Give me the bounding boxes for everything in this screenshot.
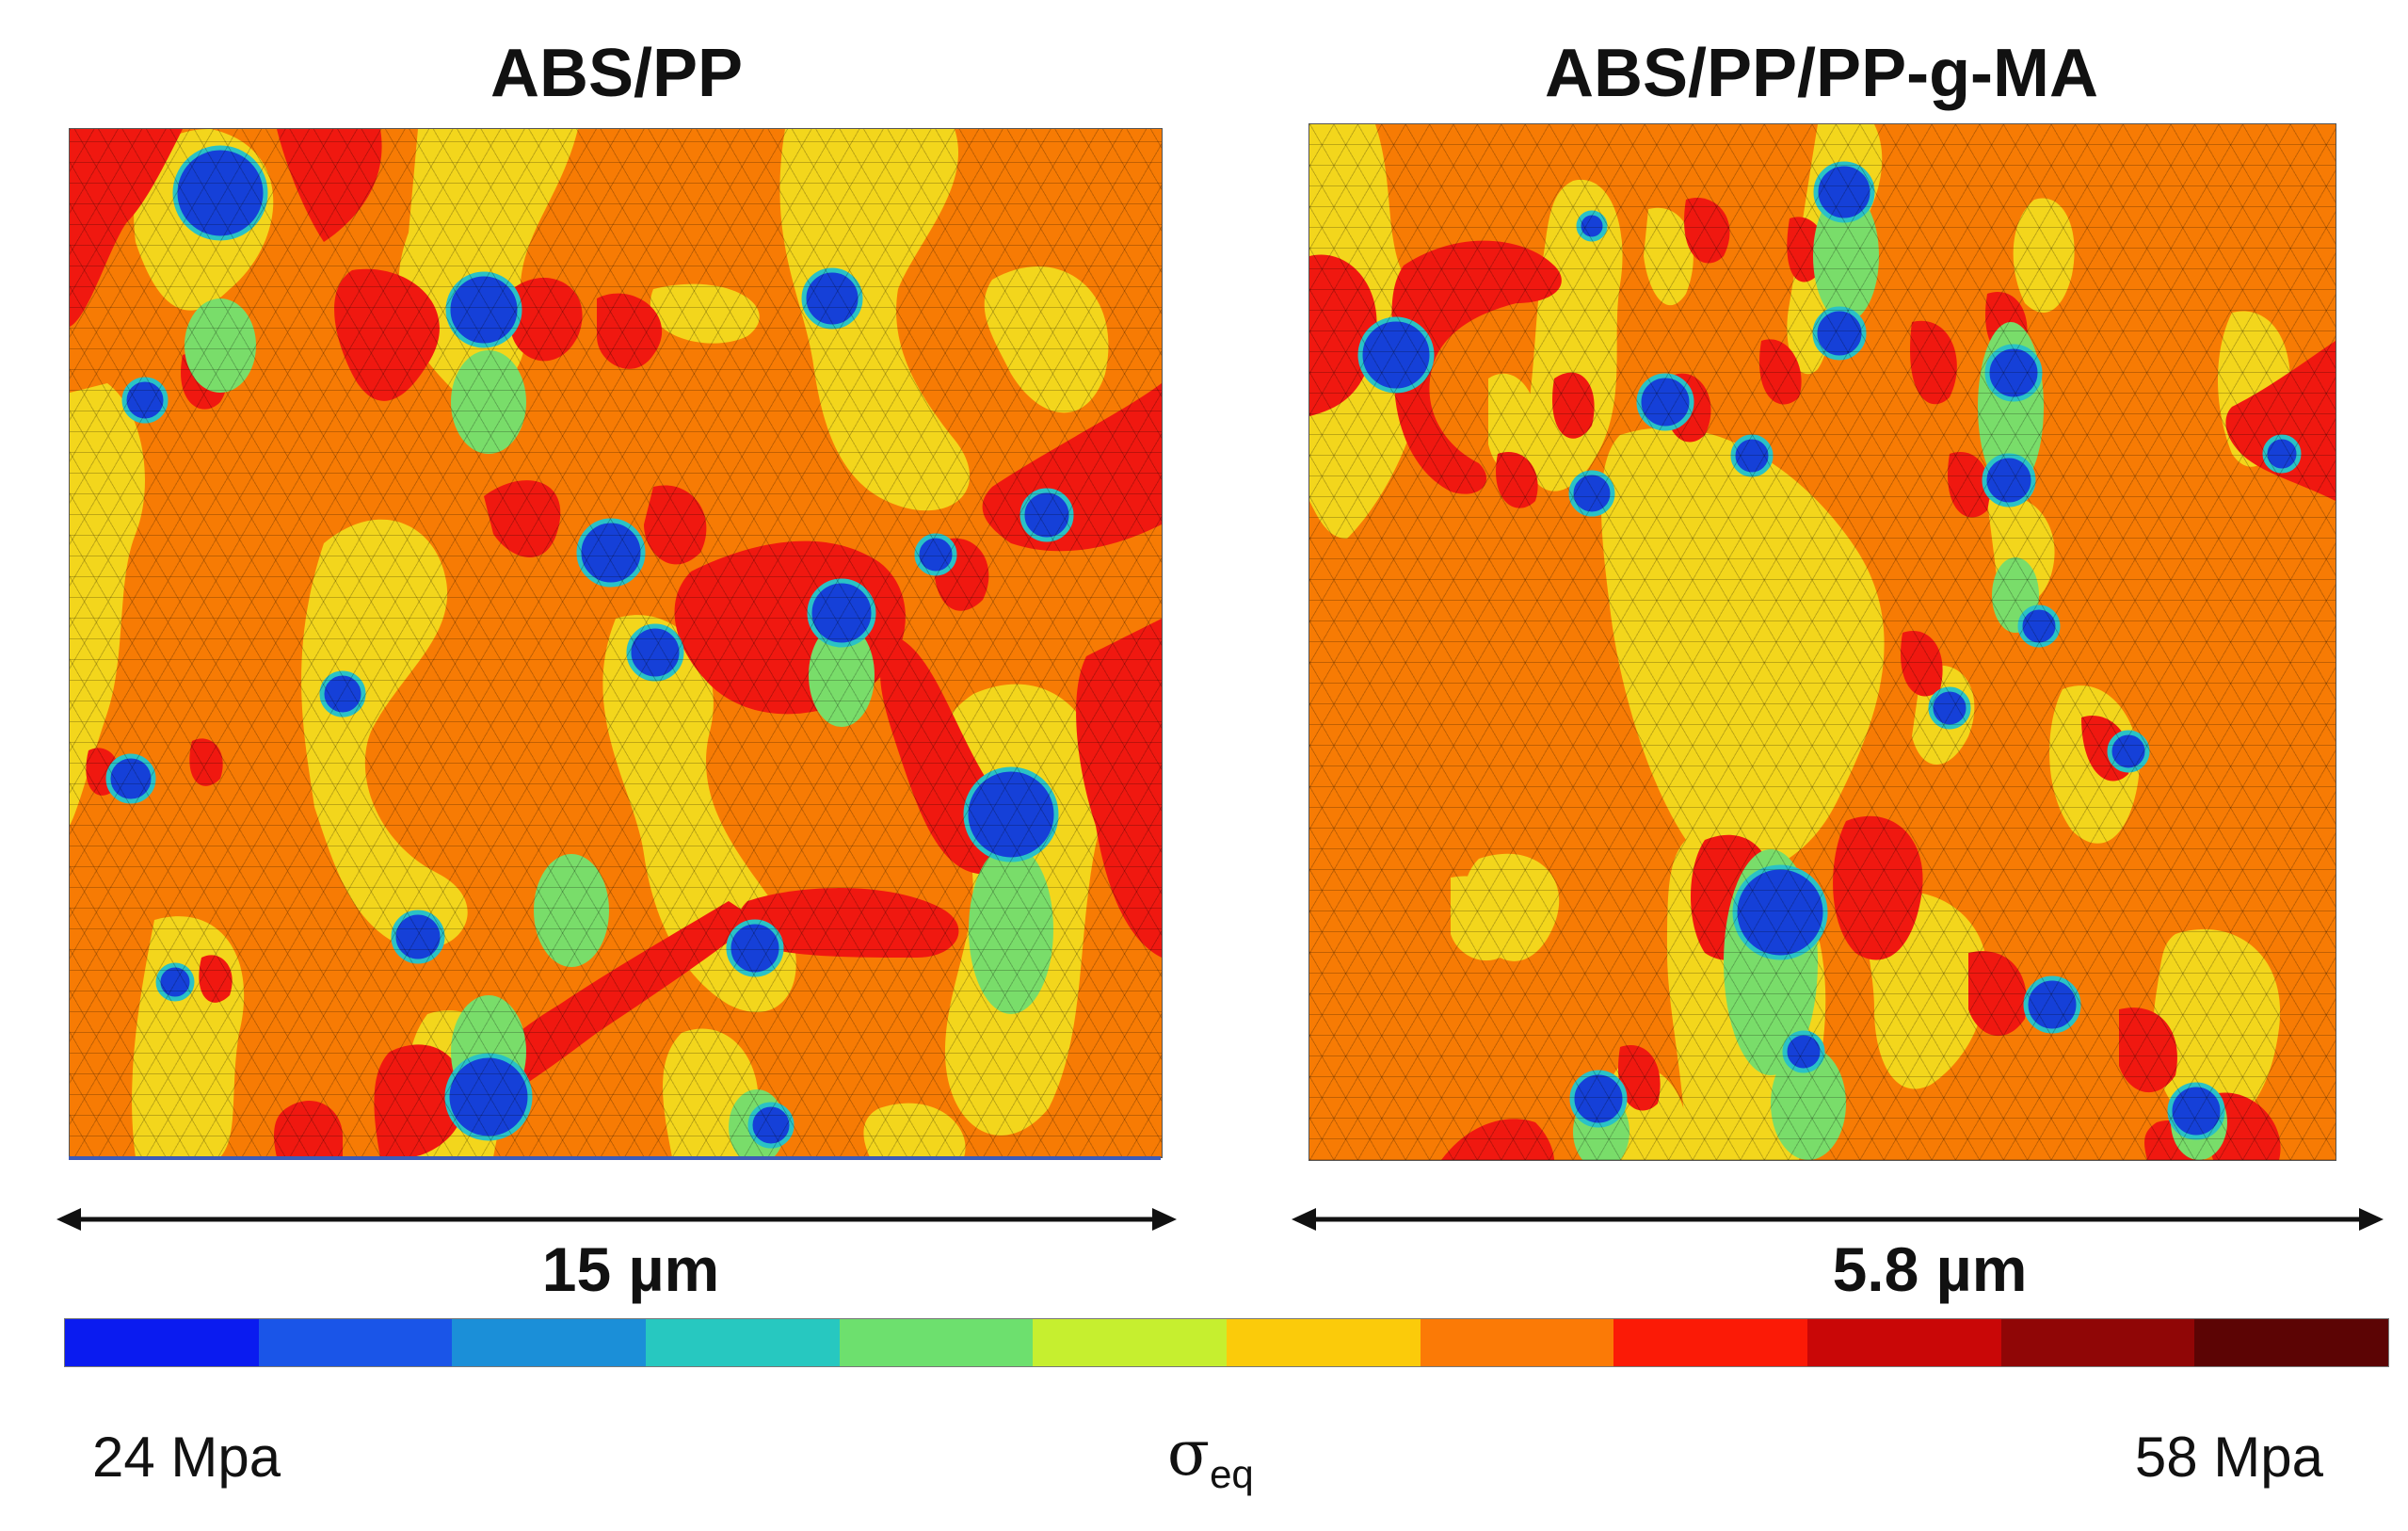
particles (1357, 161, 2302, 1140)
stress-colorbar (64, 1318, 2389, 1367)
scale-label-right: 5.8 µm (1832, 1234, 2028, 1304)
colorbar-segment-3 (452, 1319, 647, 1366)
sigma-symbol: σ (1167, 1417, 1211, 1490)
high-stress-regions (70, 129, 1162, 1157)
colorbar-segment-9 (1613, 1319, 1808, 1366)
colorbar-min-label: 24 Mpa (92, 1426, 281, 1489)
stress-map-abs-pp (69, 128, 1163, 1158)
particles (105, 145, 1074, 1149)
colorbar-max-label: 58 Mpa (2134, 1426, 2323, 1489)
colorbar-segment-12 (2194, 1319, 2389, 1366)
stress-map-abs-pp-pp-g-ma (1308, 123, 2336, 1161)
colorbar-segment-5 (839, 1319, 1034, 1366)
colorbar-segment-1 (65, 1319, 259, 1366)
colorbar-segment-4 (646, 1319, 840, 1366)
colorbar-segment-2 (258, 1319, 453, 1366)
colorbar-symbol: σeq (1167, 1417, 1254, 1497)
colorbar-segment-11 (2000, 1319, 2195, 1366)
colorbar-segment-7 (1227, 1319, 1421, 1366)
colorbar-segment-10 (1807, 1319, 2001, 1366)
scale-arrow-left (56, 1208, 1177, 1231)
panel-bottom-edge (69, 1156, 1161, 1160)
scale-arrow-right (1292, 1208, 2384, 1231)
title-abs-pp-pp-g-ma: ABS/PP/PP-g-MA (1544, 36, 2099, 111)
colorbar-segment-6 (1033, 1319, 1228, 1366)
stress-map-abs-pp-svg (70, 129, 1162, 1157)
transition-zones (185, 298, 1053, 1157)
scale-label-left: 15 µm (541, 1234, 720, 1304)
colorbar-segment-8 (1420, 1319, 1614, 1366)
sigma-subscript: eq (1210, 1452, 1254, 1497)
stress-map-abs-pp-pp-g-ma-svg (1309, 124, 2336, 1160)
title-abs-pp: ABS/PP (490, 36, 744, 111)
